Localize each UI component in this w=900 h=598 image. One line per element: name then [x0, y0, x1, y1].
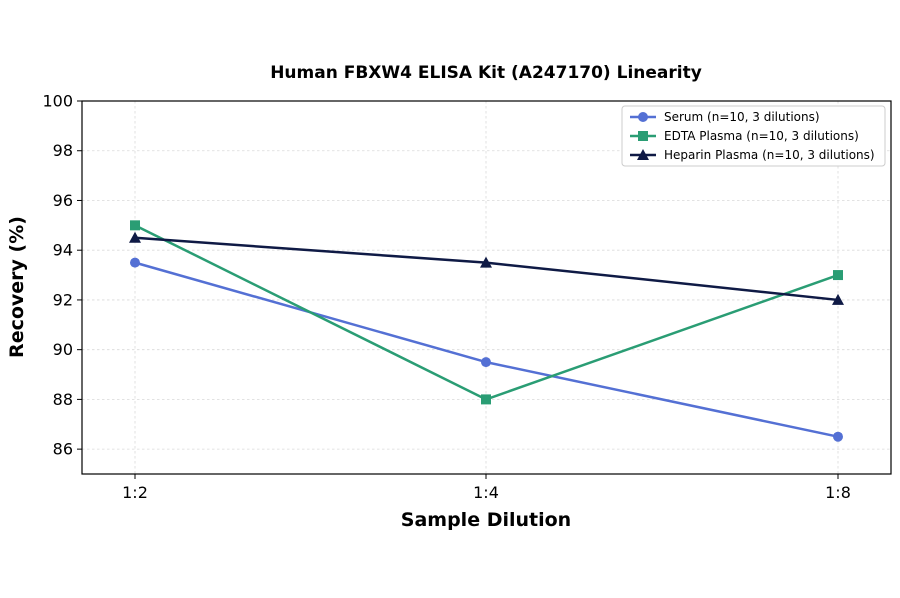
y-tick-label: 96 [53, 191, 73, 210]
data-point [130, 220, 140, 231]
y-tick-label: 100 [42, 92, 73, 111]
axis-ticks: 86 88 90 92 94 96 98 100 1:2 1:4 1:8 [42, 92, 850, 503]
data-point [833, 270, 843, 281]
series-line [134, 236, 839, 302]
y-tick-label: 86 [53, 440, 73, 459]
y-tick-label: 88 [53, 390, 73, 409]
x-axis-label: Sample Dilution [401, 509, 571, 531]
data-point [129, 231, 141, 243]
data-point [833, 431, 843, 442]
legend-marker [638, 112, 648, 122]
data-point [832, 293, 844, 305]
series-layer [129, 220, 844, 442]
y-axis-label: Recovery (%) [6, 216, 28, 358]
data-point [130, 257, 140, 268]
series-line [134, 224, 839, 401]
x-tick-label: 1:8 [825, 483, 851, 502]
legend-label: Serum (n=10, 3 dilutions) [664, 110, 820, 124]
legend-label: Heparin Plasma (n=10, 3 dilutions) [664, 148, 875, 162]
legend-marker [638, 131, 648, 141]
legend: Serum (n=10, 3 dilutions) EDTA Plasma (n=… [621, 105, 886, 167]
y-tick-label: 90 [53, 340, 73, 359]
chart-title: Human FBXW4 ELISA Kit (A247170) Linearit… [270, 63, 702, 83]
y-tick-label: 94 [53, 241, 73, 260]
legend-label: EDTA Plasma (n=10, 3 dilutions) [664, 129, 859, 143]
y-tick-label: 98 [53, 141, 73, 160]
data-point [481, 357, 491, 368]
x-tick-label: 1:4 [473, 483, 499, 502]
y-tick-label: 92 [53, 290, 73, 309]
data-point [480, 256, 492, 268]
x-tick-label: 1:2 [122, 483, 148, 502]
legend-marker [637, 149, 649, 160]
data-point [481, 394, 491, 405]
legend-box [621, 105, 886, 167]
